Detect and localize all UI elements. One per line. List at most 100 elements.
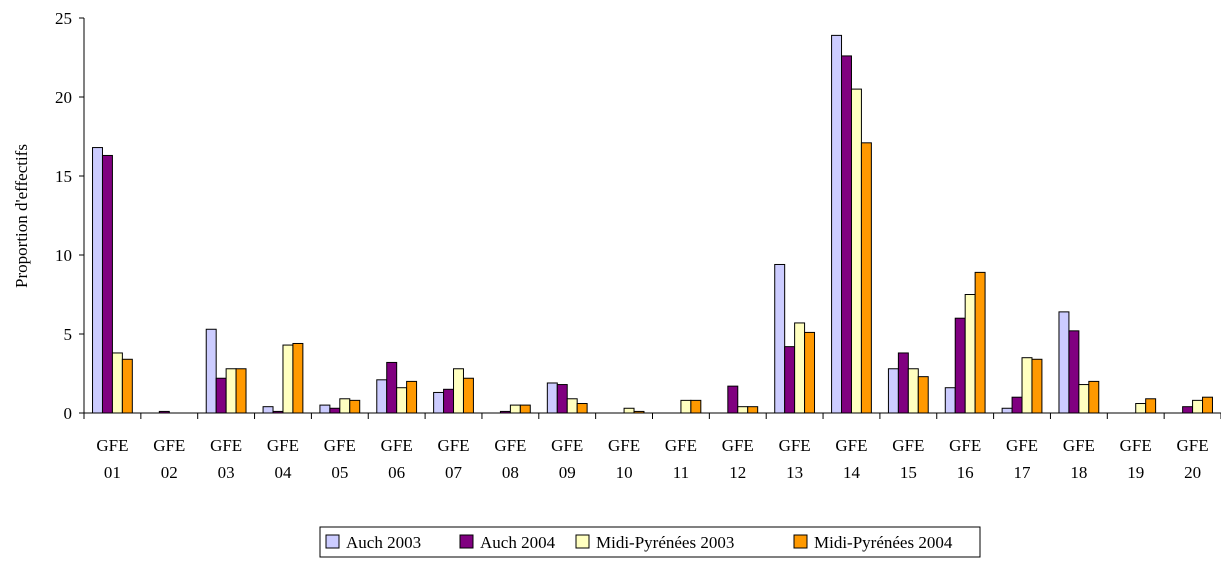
legend-label: Auch 2003 xyxy=(346,533,421,552)
y-tick-label: 25 xyxy=(55,9,72,28)
x-tick-label: GFE 06 xyxy=(381,436,413,482)
bar xyxy=(509,404,521,414)
bar xyxy=(1011,396,1023,414)
bar xyxy=(462,377,474,414)
bar xyxy=(92,147,103,414)
legend-swatch xyxy=(325,534,340,549)
bar xyxy=(1088,380,1100,414)
bar xyxy=(897,352,909,414)
bar xyxy=(519,404,531,414)
y-tick-label: 0 xyxy=(64,404,73,423)
x-tick-label: GFE 08 xyxy=(494,436,526,482)
bar xyxy=(737,406,749,414)
legend-swatch xyxy=(793,534,808,549)
bar xyxy=(1068,330,1080,414)
x-tick-label: GFE 03 xyxy=(210,436,242,482)
bar xyxy=(376,379,388,414)
x-tick-label: GFE 20 xyxy=(1177,436,1209,482)
bar xyxy=(235,368,247,414)
bar xyxy=(954,317,966,414)
x-tick-label: GFE 18 xyxy=(1063,436,1095,482)
bar xyxy=(406,380,418,414)
x-tick-label: GFE 17 xyxy=(1006,436,1038,482)
x-tick-label: GFE 05 xyxy=(324,436,356,482)
bar xyxy=(386,361,398,414)
bar xyxy=(349,399,361,414)
bar xyxy=(907,368,919,414)
bar xyxy=(831,34,843,414)
x-tick-label: GFE 12 xyxy=(722,436,754,482)
legend-box xyxy=(319,526,981,558)
bar xyxy=(292,342,304,414)
bar xyxy=(1021,357,1033,414)
bar xyxy=(944,387,956,414)
legend: Auch 2003 Auch 2004 Midi-Pyrénées 2003 Midi… xyxy=(319,526,981,558)
x-tick-label: GFE 10 xyxy=(608,436,640,482)
x-tick-label: GFE 01 xyxy=(96,436,128,482)
bar xyxy=(623,407,635,414)
bar xyxy=(860,142,872,414)
bar xyxy=(158,410,170,414)
bar xyxy=(1202,396,1213,414)
legend-swatch xyxy=(575,534,590,549)
bars xyxy=(92,34,1213,414)
bar xyxy=(1058,311,1070,414)
bar xyxy=(339,398,351,414)
bar xyxy=(566,398,578,414)
bar xyxy=(111,352,123,414)
bar xyxy=(784,346,796,414)
y-axis-title: Proportion d'effectifs xyxy=(12,144,31,288)
x-tick-label: GFE 02 xyxy=(153,436,185,482)
bar xyxy=(841,55,852,414)
bar xyxy=(774,263,786,414)
legend-label: Midi-Pyrénées 2003 xyxy=(596,533,734,552)
bar xyxy=(964,294,976,414)
bar xyxy=(633,410,645,414)
y-tick-label: 10 xyxy=(55,246,72,265)
bar xyxy=(850,88,862,414)
bar xyxy=(282,344,294,414)
x-tick-label: GFE 19 xyxy=(1120,436,1152,482)
bar xyxy=(804,331,816,414)
bar xyxy=(1182,406,1194,414)
legend-label: Midi-Pyrénées 2004 xyxy=(814,533,953,552)
bar xyxy=(546,382,558,414)
x-tick-label: GFE 09 xyxy=(551,436,583,482)
bar xyxy=(499,410,511,414)
bar xyxy=(329,407,341,414)
x-tick-labels: GFE 01 GFE 02 GFE 03 GFE 04 GFE 05 GFE 06 GFE 07 GFE 08… xyxy=(96,436,1208,482)
y-tick-label: 20 xyxy=(55,88,72,107)
x-tick-label: GFE 13 xyxy=(779,436,811,482)
legend-label: Auch 2004 xyxy=(480,533,556,552)
bar xyxy=(1001,407,1013,414)
bar xyxy=(215,377,227,414)
bar xyxy=(453,368,464,414)
bar xyxy=(727,385,739,414)
bar xyxy=(443,388,455,414)
bar xyxy=(101,154,113,414)
bar xyxy=(121,358,133,414)
bar xyxy=(974,271,986,414)
axes xyxy=(79,17,1221,419)
bar xyxy=(917,376,929,414)
bar xyxy=(262,406,274,414)
bar xyxy=(680,399,692,414)
bar xyxy=(1192,399,1204,414)
y-tick-labels: 0 5 10 15 20 25 xyxy=(55,9,72,423)
bar xyxy=(690,399,702,414)
bar xyxy=(887,368,899,414)
legend-swatch xyxy=(459,534,474,549)
bar xyxy=(576,403,588,414)
x-tick-label: GFE 14 xyxy=(835,436,867,482)
bar xyxy=(319,404,331,414)
bar xyxy=(225,368,237,414)
x-tick-label: GFE 11 xyxy=(665,436,697,482)
bar xyxy=(205,328,217,414)
y-tick-label: 5 xyxy=(64,325,73,344)
bar xyxy=(433,391,445,414)
bar xyxy=(1145,398,1157,414)
x-tick-label: GFE 07 xyxy=(437,436,469,482)
bar xyxy=(1078,384,1090,414)
